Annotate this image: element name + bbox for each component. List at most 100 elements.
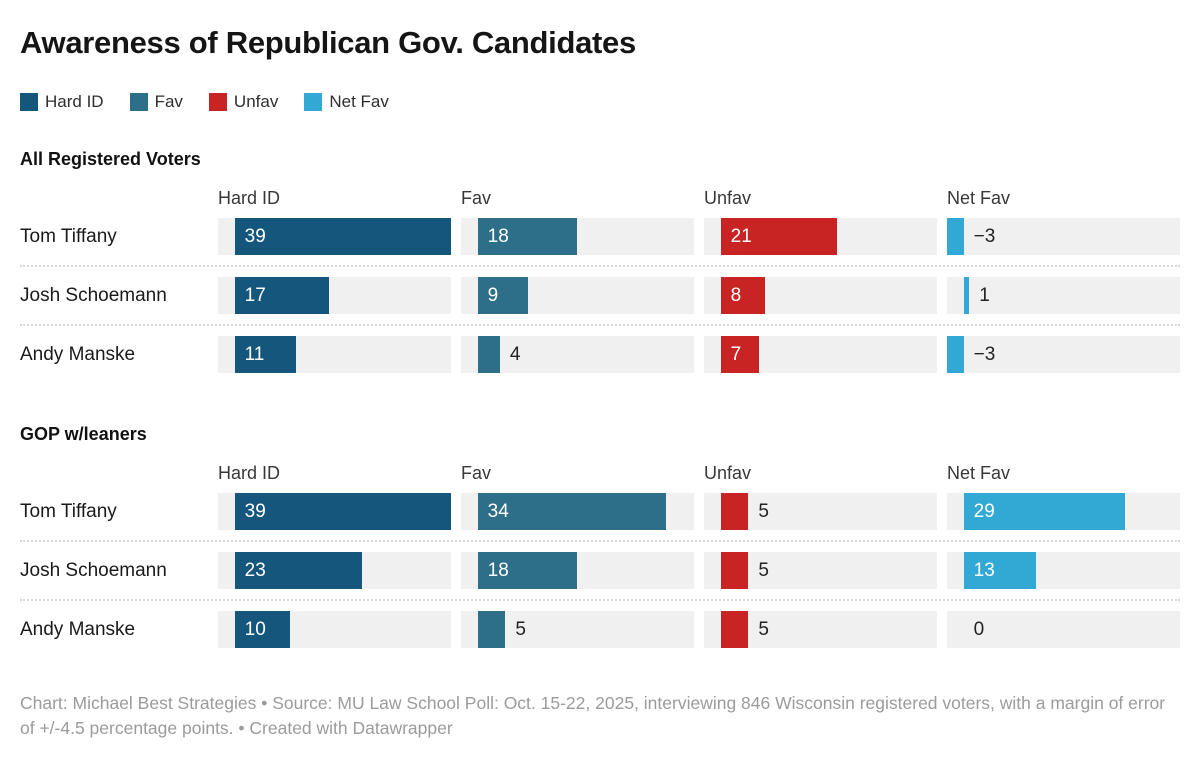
column-header-hard-id: Hard ID (218, 463, 281, 483)
column-header-row: Hard ID Fav Unfav Net Fav (20, 187, 1180, 209)
column-header-fav: Fav (461, 463, 492, 483)
bar (234, 552, 363, 589)
bar-value-label: 39 (244, 501, 266, 522)
legend-swatch-fav (129, 93, 148, 111)
bar-track: 23 (218, 552, 451, 589)
bar-value-label: 18 (487, 226, 509, 247)
table-row: Andy Manske 10 5 5 0 (20, 611, 1180, 648)
bar-value-label: 0 (973, 619, 985, 640)
bar (234, 493, 451, 530)
legend-item: Unfav (208, 92, 278, 112)
column-header-fav: Fav (461, 188, 492, 208)
table-row: Josh Schoemann 17 9 8 1 (20, 277, 1180, 314)
bar-track: 5 (704, 493, 937, 530)
bar (234, 611, 291, 648)
candidate-name: Josh Schoemann (20, 559, 167, 581)
row-separator (20, 265, 1180, 267)
bar-track: 7 (704, 336, 937, 373)
bar (947, 336, 964, 373)
bar-track: 8 (704, 277, 937, 314)
row-separator (20, 540, 1180, 542)
bar-track: 13 (947, 552, 1180, 589)
legend-item: Hard ID (20, 92, 104, 112)
bar-track: 29 (947, 493, 1180, 530)
bar (477, 277, 528, 314)
bar-value-label: 13 (973, 560, 995, 581)
bar-value-label: 17 (244, 285, 266, 306)
bar-value-label: 34 (487, 501, 509, 522)
column-header-row: Hard ID Fav Unfav Net Fav (20, 462, 1180, 484)
bar-track: 18 (461, 552, 694, 589)
bar-value-label: 5 (515, 619, 526, 640)
bar-track: 5 (704, 552, 937, 589)
bar-value-label: 10 (244, 619, 266, 640)
bar-track: 17 (218, 277, 451, 314)
bar (234, 336, 296, 373)
section-title: All Registered Voters (20, 149, 201, 169)
bar-track: 0 (947, 611, 1180, 648)
bar-track: 5 (461, 611, 694, 648)
chart-body: All Registered Voters Hard ID Fav Unfav Net … (20, 149, 1180, 648)
bar-value-label: 4 (509, 344, 521, 365)
bar-track: 5 (704, 611, 937, 648)
bar (720, 277, 766, 314)
bar-value-label: 7 (730, 344, 742, 365)
bar-track: −3 (947, 218, 1180, 255)
bar (947, 218, 964, 255)
bar-value-label: 5 (758, 501, 769, 522)
row-separator (20, 324, 1180, 326)
table-row: Andy Manske 11 4 7 −3 (20, 336, 1180, 373)
bar (720, 611, 749, 648)
row-separator (20, 599, 1180, 601)
candidate-name: Andy Manske (20, 618, 136, 640)
bar-value-label: 23 (244, 560, 266, 581)
section-rows: Tom Tiffany 39 18 21 −3 Josh Schoemann 17 9 8 1 An… (20, 218, 1180, 373)
bar-track: 21 (704, 218, 937, 255)
bar (720, 552, 749, 589)
bar (477, 611, 506, 648)
column-header-unfav: Unfav (704, 188, 752, 208)
column-header-hard-id: Hard ID (218, 188, 281, 208)
chart-section: All Registered Voters Hard ID Fav Unfav Net … (20, 149, 1180, 373)
legend-label: Net Fav (329, 92, 389, 111)
bar-value-label: 18 (487, 560, 509, 581)
legend-label: Hard ID (45, 92, 104, 111)
section-title: GOP w/leaners (20, 424, 147, 444)
bar (963, 493, 1125, 530)
bar-value-label: −3 (973, 344, 996, 365)
bar (477, 493, 667, 530)
bar-track: 9 (461, 277, 694, 314)
bar-track: 4 (461, 336, 694, 373)
bar-track: 34 (461, 493, 694, 530)
bar-value-label: 11 (244, 344, 265, 365)
table-row: Josh Schoemann 23 18 5 13 (20, 552, 1180, 589)
bar-value-label: −3 (973, 226, 996, 247)
table-row: Tom Tiffany 39 34 5 29 (20, 493, 1180, 530)
bar (963, 552, 1036, 589)
column-header-net-fav: Net Fav (947, 188, 1011, 208)
bar-track: 39 (218, 218, 451, 255)
legend-swatch-hard-id (20, 93, 38, 111)
bar (234, 277, 329, 314)
chart-section: GOP w/leaners Hard ID Fav Unfav Net Fav Tom T… (20, 424, 1180, 648)
bar-track: 11 (218, 336, 451, 373)
bar-value-label: 9 (487, 285, 499, 306)
bar (234, 218, 451, 255)
bar-track: 1 (947, 277, 1180, 314)
bar (477, 218, 578, 255)
bar (720, 218, 838, 255)
bar-value-label: 21 (730, 226, 752, 247)
column-header-unfav: Unfav (704, 463, 752, 483)
chart-footer: Chart: Michael Best Strategies • Source:… (20, 693, 1166, 738)
candidate-name: Andy Manske (20, 343, 136, 365)
bar-value-label: 5 (758, 619, 769, 640)
candidate-name: Josh Schoemann (20, 284, 167, 306)
candidate-name: Tom Tiffany (20, 500, 117, 522)
table-row: Tom Tiffany 39 18 21 −3 (20, 218, 1180, 255)
bar-track: 18 (461, 218, 694, 255)
bar (720, 336, 760, 373)
bar (477, 552, 578, 589)
bar (720, 493, 749, 530)
bar-track: 10 (218, 611, 451, 648)
